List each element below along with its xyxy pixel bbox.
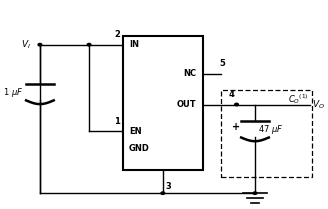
Text: $1\ \mu F$: $1\ \mu F$ (3, 86, 23, 99)
Text: $47\ \mu F$: $47\ \mu F$ (258, 123, 284, 136)
Text: 4: 4 (229, 90, 235, 99)
Text: $V_O$: $V_O$ (312, 98, 325, 111)
Circle shape (87, 43, 91, 46)
Text: $V_I$: $V_I$ (21, 38, 31, 51)
Text: GND: GND (129, 144, 150, 153)
Text: $C_O{}^{(1)}$: $C_O{}^{(1)}$ (288, 92, 309, 106)
Text: OUT: OUT (177, 100, 196, 109)
Circle shape (161, 192, 165, 194)
Text: IN: IN (129, 40, 139, 49)
Text: NC: NC (183, 69, 196, 78)
Bar (123, 36, 203, 171)
Text: 1: 1 (114, 117, 120, 126)
Text: EN: EN (129, 127, 142, 136)
Text: 3: 3 (166, 182, 172, 191)
Circle shape (253, 192, 257, 194)
Circle shape (235, 103, 238, 106)
Text: +: + (233, 122, 241, 132)
Bar (221, 90, 312, 177)
Text: 5: 5 (220, 59, 226, 68)
Text: 2: 2 (114, 29, 120, 38)
Circle shape (38, 43, 42, 46)
